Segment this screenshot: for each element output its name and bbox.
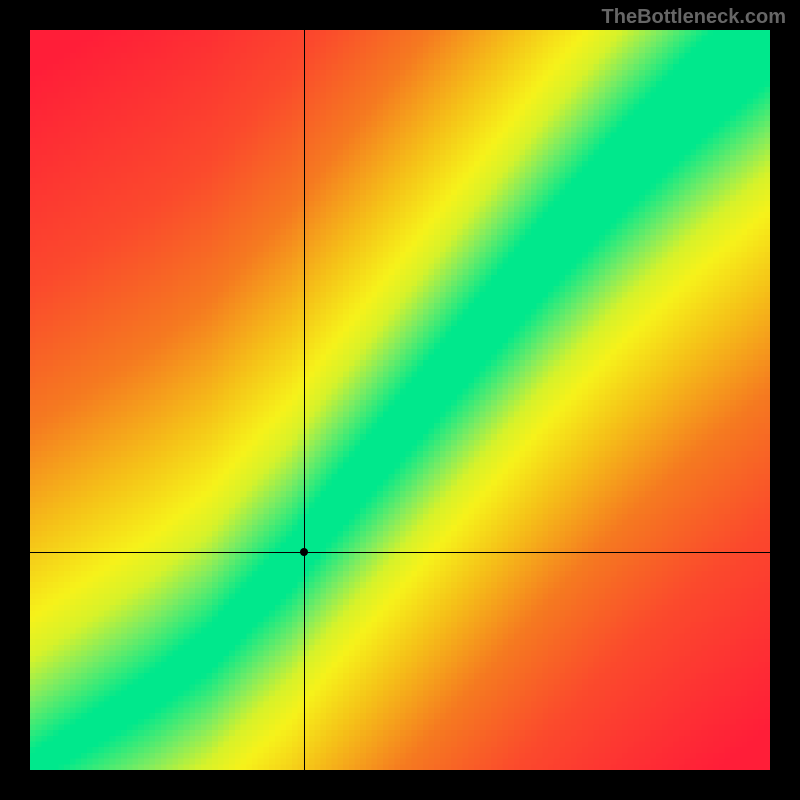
crosshair-dot (300, 548, 308, 556)
crosshair-horizontal (30, 552, 770, 553)
bottleneck-heatmap (30, 30, 770, 770)
heatmap-canvas (30, 30, 770, 770)
crosshair-vertical (304, 30, 305, 770)
watermark-text: TheBottleneck.com (602, 6, 786, 29)
